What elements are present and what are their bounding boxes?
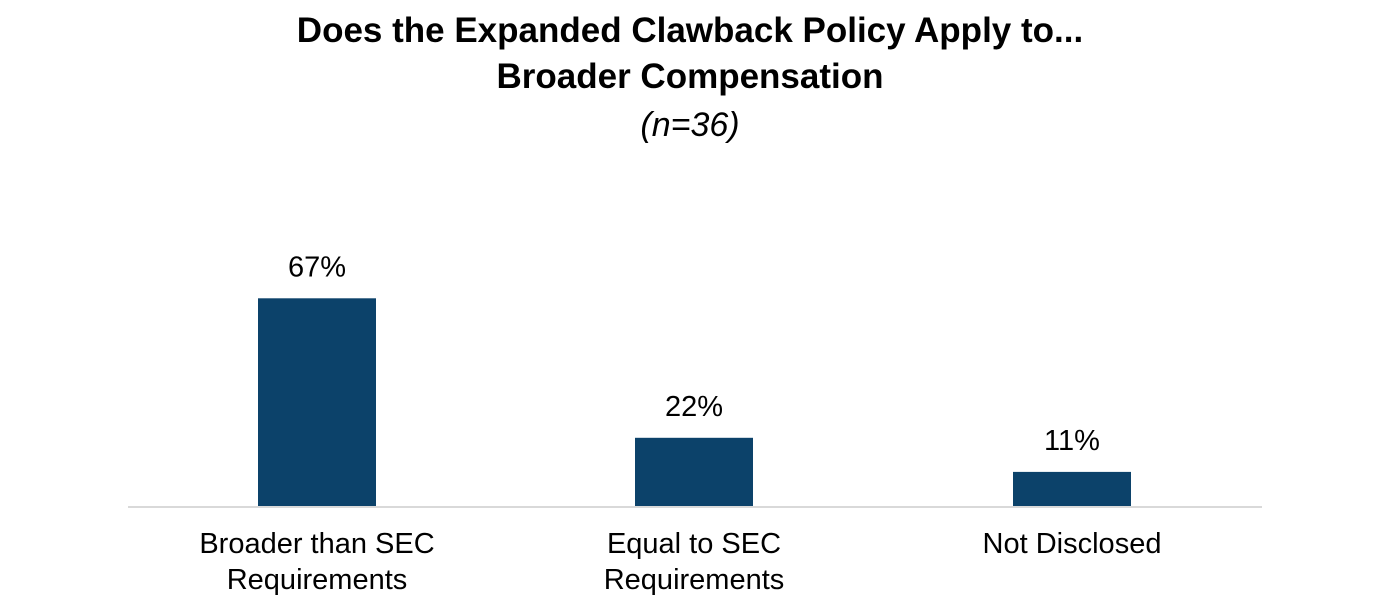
data-label-2: 11%	[1044, 425, 1100, 457]
category-label-2: Not Disclosed	[902, 526, 1242, 562]
category-label-0-line-1: Requirements	[226, 564, 408, 596]
chart-title-line-1: Does the Expanded Clawback Policy Apply …	[296, 11, 1084, 50]
category-label-2-line-0: Not Disclosed	[982, 528, 1162, 560]
bar-1	[635, 437, 753, 506]
bar-0	[258, 298, 376, 506]
bar-2	[1013, 471, 1131, 506]
chart-subtitle: (n=36)	[640, 106, 740, 144]
data-label-1: 22%	[665, 391, 723, 423]
chart-title-block: Does the Expanded Clawback Policy Apply …	[0, 8, 1380, 150]
category-label-0: Broader than SEC Requirements	[147, 526, 487, 598]
category-label-1-line-0: Equal to SEC	[606, 528, 782, 560]
category-label-0-line-0: Broader than SEC	[199, 528, 435, 560]
data-label-0: 67%	[288, 251, 346, 283]
category-label-1-line-1: Requirements	[603, 564, 785, 596]
category-label-1: Equal to SEC Requirements	[524, 526, 864, 598]
chart-title-line-2: Broader Compensation	[496, 57, 884, 96]
